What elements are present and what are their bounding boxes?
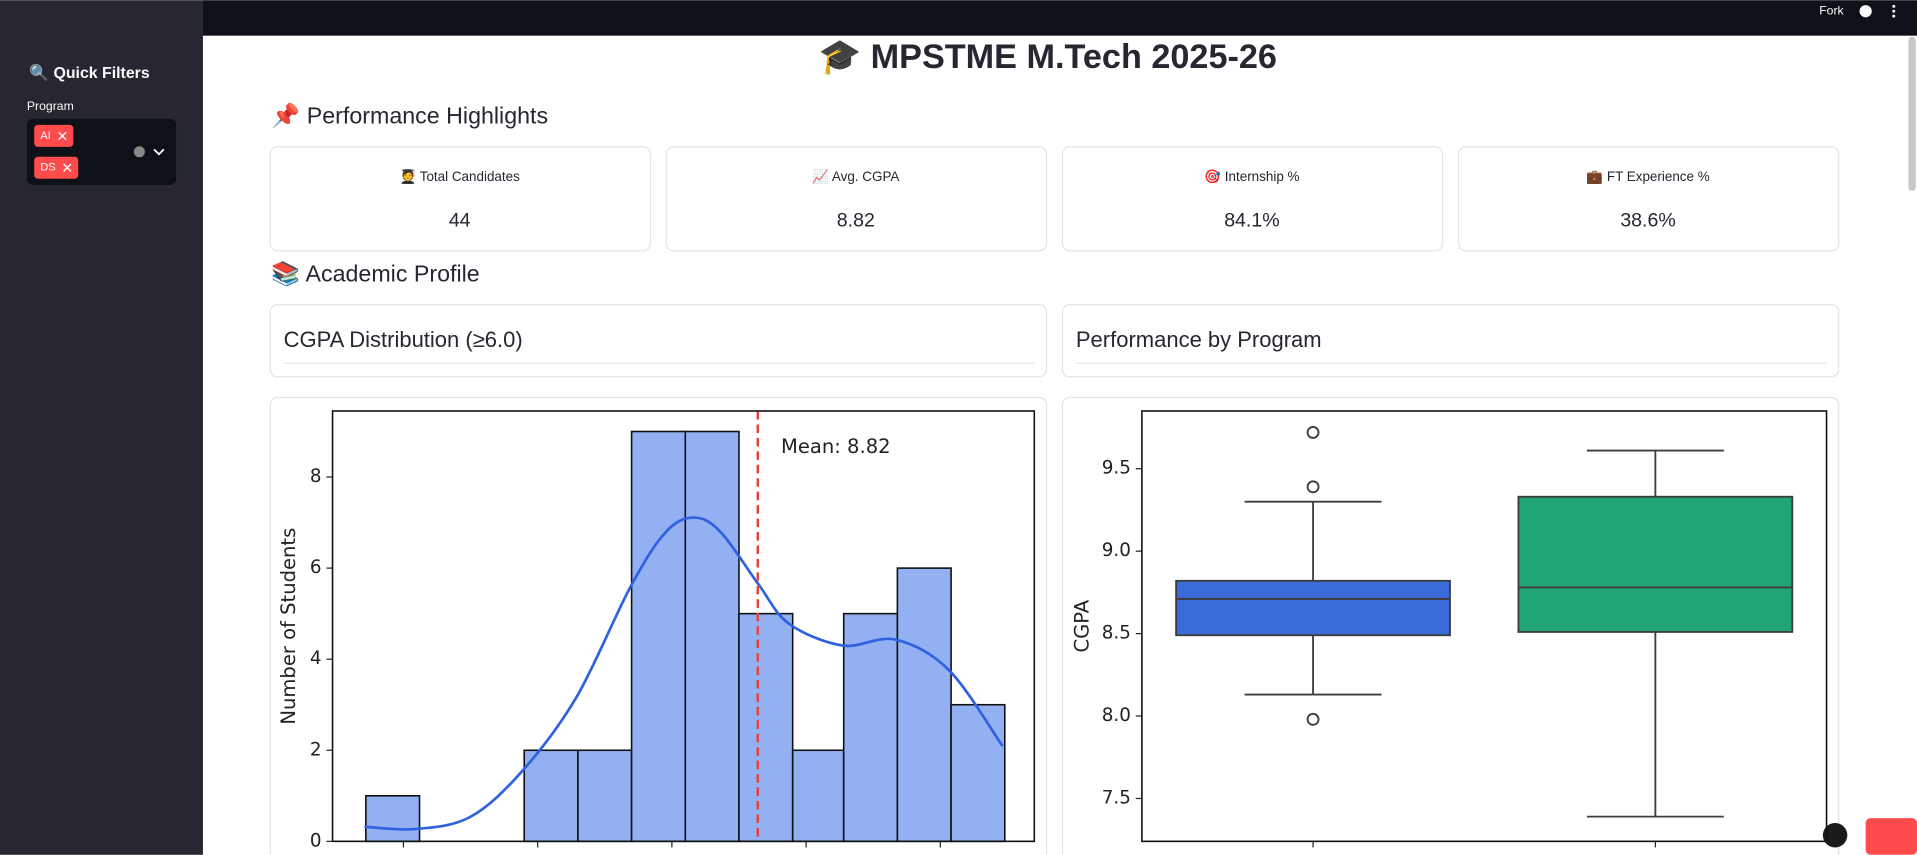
- sidebar-title: 🔍 Quick Filters: [29, 62, 150, 82]
- histogram-bar: [577, 749, 633, 843]
- histogram-bar: [791, 749, 845, 843]
- box: [1517, 495, 1794, 633]
- histogram-bar: [950, 703, 1006, 843]
- metric-label: 💼 FT Experience %: [1586, 169, 1709, 184]
- outlier: [1306, 712, 1320, 726]
- plot-frame: [1141, 410, 1828, 843]
- streamlit-badge[interactable]: [1865, 818, 1917, 855]
- section-heading: 📌 Performance Highlights: [271, 102, 548, 130]
- chart-title: Performance by Program: [1076, 327, 1322, 352]
- metric-card: [1457, 146, 1840, 252]
- fork-button[interactable]: Fork: [1819, 3, 1844, 17]
- histogram-bar: [365, 795, 421, 843]
- histogram-bar: [630, 430, 687, 843]
- chip-remove[interactable]: [63, 163, 72, 172]
- kde-line: [364, 516, 1004, 831]
- metric-card: [665, 146, 1048, 252]
- metric-value: 38.6%: [1620, 210, 1675, 232]
- y-tick-label: 7.5: [1102, 787, 1131, 808]
- y-axis-label: Number of Students: [277, 528, 300, 725]
- box: [1175, 579, 1451, 637]
- chip[interactable]: [34, 156, 79, 179]
- histogram-bar: [842, 612, 899, 843]
- dropdown-icon[interactable]: [153, 148, 165, 156]
- metric-card: [1061, 146, 1444, 252]
- mean-annotation: Mean: 8.82: [781, 435, 891, 458]
- chip-label: AI: [40, 130, 50, 142]
- y-tick-label: 6: [310, 557, 322, 578]
- y-tick-label: 9.0: [1102, 540, 1131, 561]
- menu-icon[interactable]: [1892, 4, 1896, 18]
- y-tick-label: 0: [310, 830, 322, 851]
- histogram-bar: [684, 430, 740, 843]
- subheader-card: [1061, 304, 1840, 378]
- github-icon[interactable]: [1859, 5, 1872, 18]
- histogram-bar: [738, 612, 794, 843]
- chart-title: CGPA Distribution (≥6.0): [284, 327, 523, 352]
- y-tick-label: 2: [310, 739, 322, 760]
- filter-label: Program: [27, 99, 74, 113]
- scrollbar[interactable]: [1908, 36, 1916, 191]
- outlier: [1306, 480, 1320, 494]
- y-tick-label: 4: [310, 648, 322, 669]
- topbar: [202, 0, 1917, 36]
- metric-value: 44: [449, 210, 471, 232]
- chip[interactable]: [34, 124, 74, 147]
- chip-label: DS: [40, 162, 55, 174]
- plot-frame: [331, 410, 1036, 843]
- chip-remove[interactable]: [58, 131, 67, 141]
- metric-label: 🧑‍🎓 Total Candidates: [400, 168, 521, 184]
- outlier: [1306, 426, 1320, 439]
- y-axis-label: CGPA: [1071, 599, 1094, 652]
- histogram-bar: [896, 567, 952, 843]
- metric-label: 🎯 Internship %: [1204, 169, 1299, 184]
- section-heading: 📚 Academic Profile: [271, 260, 479, 287]
- clear-icon[interactable]: [133, 146, 145, 158]
- metric-label: 📈 Avg. CGPA: [812, 168, 899, 184]
- y-tick-label: 8.0: [1102, 705, 1131, 726]
- histogram-bar: [523, 749, 579, 843]
- metric-value: 84.1%: [1224, 210, 1279, 232]
- metric-card: [269, 146, 652, 252]
- subheader-card: [269, 304, 1048, 378]
- metric-value: 8.82: [837, 210, 875, 232]
- y-tick-label: 8.5: [1102, 623, 1131, 644]
- y-tick-label: 9.5: [1102, 458, 1131, 479]
- page-title: 🎓 MPSTME M.Tech 2025-26: [819, 38, 1277, 76]
- y-tick-label: 8: [310, 466, 322, 487]
- status-icon[interactable]: [1822, 823, 1848, 848]
